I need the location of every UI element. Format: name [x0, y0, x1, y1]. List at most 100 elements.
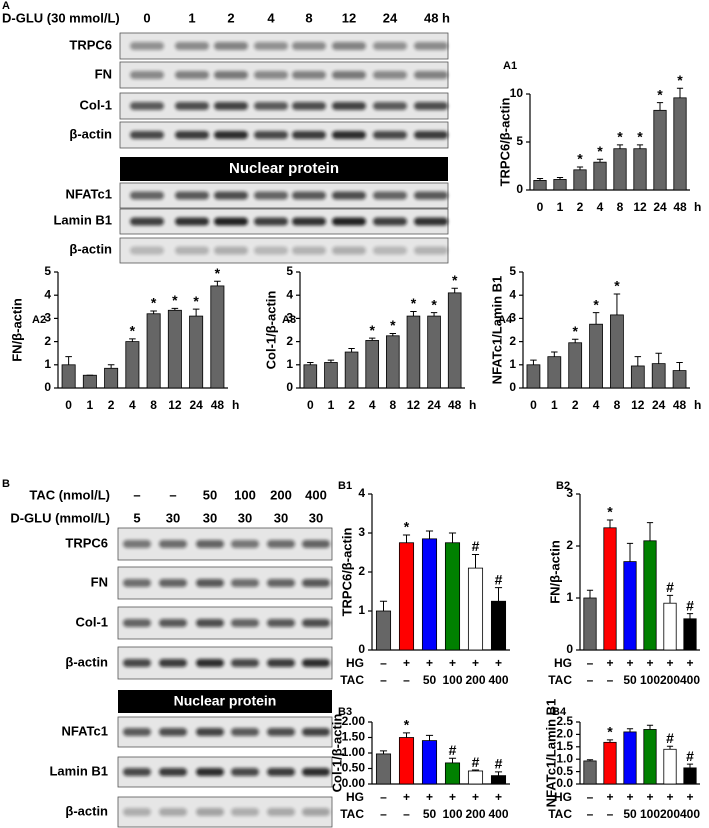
x-tick-label: –	[403, 673, 410, 687]
bar	[82, 374, 97, 389]
blot-band	[332, 217, 366, 226]
y-tick-label: 0	[566, 642, 573, 656]
x-tick-label: 8	[614, 398, 621, 412]
x-tick-label: 50	[623, 673, 637, 687]
bar	[303, 364, 318, 389]
y-tick-label: 3	[44, 311, 51, 325]
x-row-label: HG	[346, 790, 364, 804]
blot-band	[267, 808, 295, 816]
x-tick-label: 0	[530, 398, 537, 412]
lane-label: 30	[238, 510, 252, 525]
x-row-label: TAC	[340, 807, 364, 821]
panel-label: A1	[503, 60, 517, 72]
blot-band	[231, 728, 259, 736]
row-label: NFATc1	[66, 186, 112, 201]
significance-marker: *	[572, 323, 578, 339]
blot-band	[292, 102, 326, 110]
y-tick-label: 1.00	[342, 745, 366, 759]
blot-band	[267, 540, 295, 548]
error-bar	[530, 359, 537, 365]
blot-band	[292, 131, 326, 139]
y-tick-label: 0	[358, 642, 365, 656]
error-bar	[430, 312, 438, 317]
error-bar	[626, 542, 634, 562]
significance-marker: #	[686, 597, 694, 613]
x-tick-label: +	[449, 790, 456, 804]
y-tick-label: 4	[509, 287, 516, 301]
x-tick-label: +	[426, 790, 433, 804]
x-tick-label: 24	[652, 398, 666, 412]
blot-band	[254, 42, 288, 50]
y-tick-label: 1	[358, 603, 365, 617]
bar	[146, 313, 161, 389]
x-tick-label: +	[426, 656, 433, 670]
bar	[683, 767, 697, 785]
x-tick-label: 0	[307, 398, 314, 412]
blot-band	[373, 131, 407, 139]
bar	[375, 610, 392, 651]
y-tick-label: 2.00	[342, 714, 366, 728]
error-bar	[676, 361, 683, 371]
bar	[672, 370, 687, 389]
significance-marker: *	[617, 129, 623, 145]
x-tick-label: 0	[65, 398, 72, 412]
bar	[623, 731, 637, 785]
blot-band	[130, 217, 164, 226]
bar	[526, 364, 541, 389]
blot-band	[159, 619, 187, 627]
x-tick-label: 2	[577, 200, 584, 214]
y-tick-label: 5	[44, 264, 51, 278]
bar	[421, 740, 438, 785]
bar	[189, 315, 204, 389]
x-tick-label: 1	[557, 200, 564, 214]
lane-label: 30	[203, 510, 217, 525]
panel-label: A4	[498, 314, 513, 326]
significance-marker: #	[495, 756, 503, 772]
panel-label: A	[2, 0, 10, 12]
error-bar	[425, 734, 434, 741]
lane-label: 12	[342, 10, 356, 25]
row-label: β-actin	[69, 126, 112, 141]
error-bar	[646, 724, 654, 730]
panel-label: B2	[556, 480, 570, 492]
bar	[630, 365, 645, 389]
error-bar	[327, 359, 335, 363]
panel-label: A3	[282, 314, 296, 326]
blot-band	[196, 619, 224, 627]
blot-band	[130, 191, 164, 200]
blot-band	[175, 71, 209, 79]
x-tick-label: 2	[348, 398, 355, 412]
significance-marker: *	[607, 724, 613, 740]
lane-label: 100	[234, 487, 256, 502]
row-label: β-actin	[65, 654, 108, 669]
panel-label: B4	[552, 706, 567, 718]
x-row-label: TAC	[340, 673, 364, 687]
y-tick-label: 1	[566, 590, 573, 604]
blot-band	[292, 191, 326, 200]
error-bar	[571, 338, 579, 343]
x-tick-label: 12	[168, 398, 182, 412]
significance-marker: *	[614, 278, 620, 294]
blot-band	[332, 191, 366, 200]
lane-label: 400	[305, 487, 327, 502]
bar	[610, 314, 624, 389]
blot-band	[302, 728, 330, 736]
blot-band	[414, 246, 448, 255]
x-tick-label: +	[646, 790, 653, 804]
x-tick-label: 12	[633, 200, 647, 214]
y-tick-label: 4	[286, 287, 293, 301]
x-row-label: TAC	[548, 673, 572, 687]
significance-marker: *	[597, 143, 603, 159]
row-label: β-actin	[65, 803, 108, 818]
error-bar	[636, 144, 644, 149]
bar	[444, 762, 461, 785]
error-bar	[676, 87, 684, 98]
blot-band	[130, 102, 164, 110]
x-row-label: HG	[554, 790, 572, 804]
blot-band	[159, 659, 187, 667]
x-tick-label: 0	[537, 200, 544, 214]
lane-label: 1	[188, 10, 195, 25]
bar	[603, 527, 617, 651]
significance-marker: *	[431, 296, 437, 312]
